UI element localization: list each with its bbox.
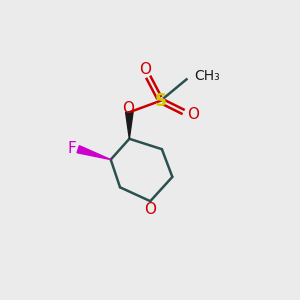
Text: CH₃: CH₃ bbox=[194, 69, 220, 83]
Text: O: O bbox=[122, 101, 134, 116]
Text: F: F bbox=[67, 140, 76, 155]
Text: O: O bbox=[144, 202, 156, 217]
Text: S: S bbox=[155, 92, 167, 110]
Text: O: O bbox=[140, 62, 152, 77]
Polygon shape bbox=[126, 112, 133, 139]
Text: O: O bbox=[187, 107, 199, 122]
Polygon shape bbox=[77, 146, 111, 160]
